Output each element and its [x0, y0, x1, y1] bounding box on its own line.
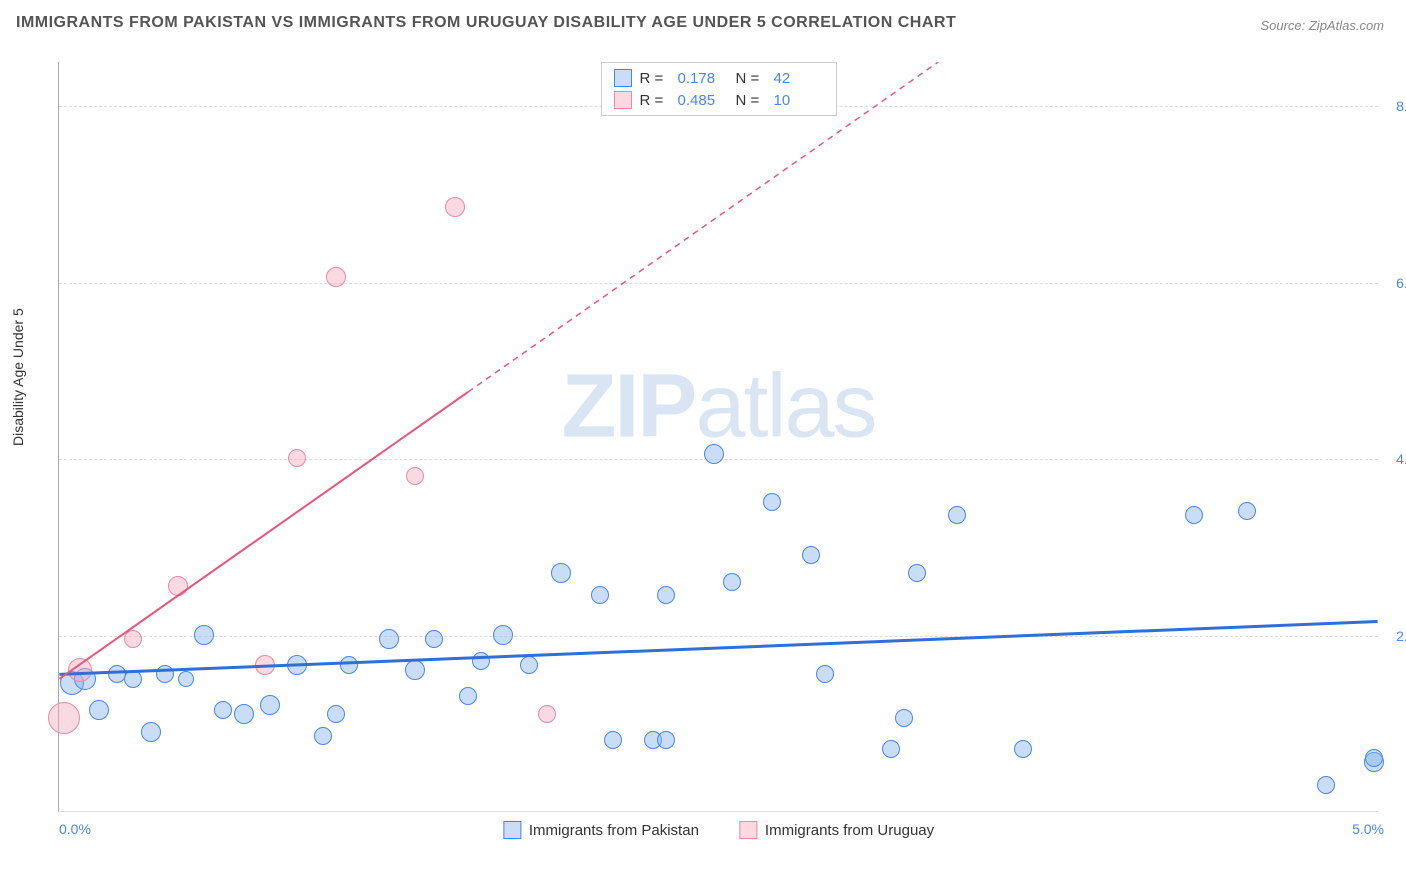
scatter-point — [816, 665, 834, 683]
scatter-point — [327, 705, 345, 723]
scatter-point — [425, 630, 443, 648]
legend-series-item: Immigrants from Pakistan — [503, 821, 699, 839]
y-tick-label: 8.0% — [1396, 98, 1406, 114]
chart-title: IMMIGRANTS FROM PAKISTAN VS IMMIGRANTS F… — [16, 14, 956, 32]
scatter-point — [168, 576, 188, 596]
scatter-point — [591, 586, 609, 604]
legend-stats: R = 0.178 N = 42 R = 0.485 N = 10 — [601, 62, 837, 116]
scatter-point — [493, 625, 513, 645]
scatter-point — [657, 731, 675, 749]
legend-series-label: Immigrants from Uruguay — [765, 822, 934, 839]
gridline — [59, 636, 1378, 637]
scatter-point — [156, 665, 174, 683]
plot-area: ZIPatlas R =0.178N =42R =0.485N =10 Immi… — [58, 62, 1378, 812]
scatter-point — [538, 705, 556, 723]
scatter-point — [723, 573, 741, 591]
scatter-point — [1365, 749, 1383, 767]
y-tick-label: 2.0% — [1396, 628, 1406, 644]
r-label: R = — [640, 92, 670, 109]
scatter-point — [48, 702, 80, 734]
r-value: 0.485 — [678, 92, 728, 109]
scatter-point — [657, 586, 675, 604]
legend-stats-row: R = 0.485 N = 10 — [614, 89, 824, 111]
x-tick-label: 5.0% — [1352, 821, 1384, 837]
scatter-point — [908, 564, 926, 582]
scatter-point — [234, 704, 254, 724]
r-value: 0.178 — [678, 70, 728, 87]
n-label: N = — [736, 70, 766, 87]
scatter-point — [124, 630, 142, 648]
scatter-point — [948, 506, 966, 524]
scatter-point — [895, 709, 913, 727]
scatter-point — [604, 731, 622, 749]
n-value: 42 — [774, 70, 824, 87]
legend-series-label: Immigrants from Pakistan — [529, 822, 699, 839]
legend-swatch — [614, 69, 632, 87]
y-tick-label: 6.0% — [1396, 275, 1406, 291]
scatter-point — [326, 267, 346, 287]
x-tick-label: 0.0% — [59, 821, 91, 837]
scatter-point — [763, 493, 781, 511]
scatter-point — [1238, 502, 1256, 520]
scatter-point — [288, 449, 306, 467]
scatter-point — [472, 652, 490, 670]
scatter-point — [287, 655, 307, 675]
scatter-point — [379, 629, 399, 649]
scatter-point — [802, 546, 820, 564]
scatter-point — [194, 625, 214, 645]
scatter-point — [882, 740, 900, 758]
legend-series-item: Immigrants from Uruguay — [739, 821, 934, 839]
r-label: R = — [640, 70, 670, 87]
scatter-point — [141, 722, 161, 742]
scatter-point — [405, 660, 425, 680]
scatter-point — [1317, 776, 1335, 794]
scatter-point — [214, 701, 232, 719]
legend-stats-row: R = 0.178 N = 42 — [614, 67, 824, 89]
scatter-point — [89, 700, 109, 720]
legend-swatch — [614, 91, 632, 109]
y-axis-label: Disability Age Under 5 — [10, 308, 26, 446]
scatter-point — [551, 563, 571, 583]
scatter-point — [314, 727, 332, 745]
legend-swatch — [739, 821, 757, 839]
scatter-point — [178, 671, 194, 687]
scatter-point — [1014, 740, 1032, 758]
watermark: ZIPatlas — [561, 355, 875, 458]
scatter-point — [406, 467, 424, 485]
y-tick-label: 4.0% — [1396, 451, 1406, 467]
scatter-point — [68, 658, 92, 682]
scatter-point — [1185, 506, 1203, 524]
source-attribution: Source: ZipAtlas.com — [1260, 18, 1384, 33]
scatter-point — [445, 197, 465, 217]
gridline — [59, 283, 1378, 284]
scatter-point — [124, 670, 142, 688]
legend-series: Immigrants from Pakistan Immigrants from … — [503, 821, 934, 839]
scatter-point — [340, 656, 358, 674]
n-label: N = — [736, 92, 766, 109]
scatter-point — [704, 444, 724, 464]
legend-swatch — [503, 821, 521, 839]
scatter-point — [255, 655, 275, 675]
trend-lines-layer — [59, 62, 1378, 811]
scatter-point — [520, 656, 538, 674]
n-value: 10 — [774, 92, 824, 109]
scatter-point — [260, 695, 280, 715]
scatter-point — [459, 687, 477, 705]
